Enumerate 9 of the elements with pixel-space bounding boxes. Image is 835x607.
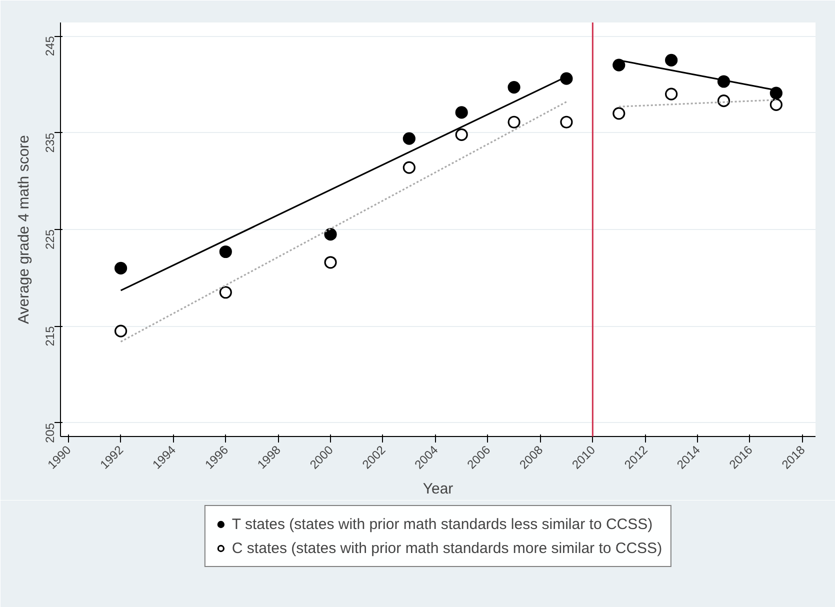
legend-label: T states (states with prior math standards less similar to CCSS) [232, 516, 653, 532]
y-tick-label: 245 [43, 36, 57, 56]
y-tick-label: 225 [43, 229, 57, 250]
legend-label: C states (states with prior math standards more similar to CCSS) [232, 540, 662, 556]
y-tick-label: 215 [43, 326, 57, 346]
y-tick-label: 205 [43, 422, 57, 443]
y-axis-title: Average grade 4 math score [16, 134, 32, 324]
y-tick-label: 235 [43, 132, 57, 153]
x-axis-title: Year [422, 480, 454, 498]
